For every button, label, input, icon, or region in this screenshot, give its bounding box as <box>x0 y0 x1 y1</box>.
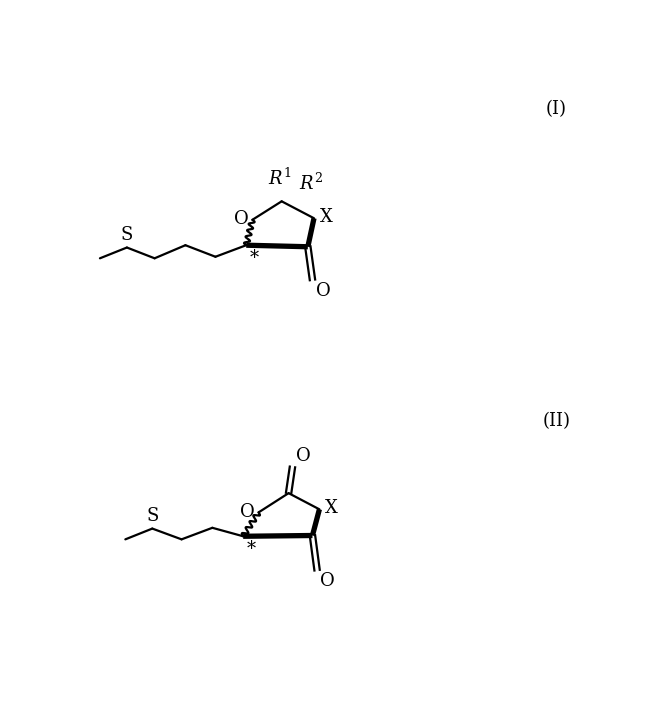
Text: O: O <box>296 447 311 464</box>
Text: O: O <box>316 282 330 300</box>
Text: *: * <box>250 249 259 267</box>
Text: S: S <box>146 507 158 526</box>
Text: $R^1$: $R^1$ <box>268 167 292 189</box>
Text: O: O <box>234 210 249 228</box>
Text: S: S <box>120 226 133 245</box>
Text: O: O <box>240 502 255 521</box>
Text: $R^2$: $R^2$ <box>299 173 323 194</box>
Text: X: X <box>325 499 338 517</box>
Text: O: O <box>320 572 335 590</box>
Text: (I): (I) <box>546 100 567 118</box>
Text: *: * <box>247 540 256 558</box>
Text: X: X <box>320 207 332 226</box>
Text: (II): (II) <box>542 412 570 430</box>
